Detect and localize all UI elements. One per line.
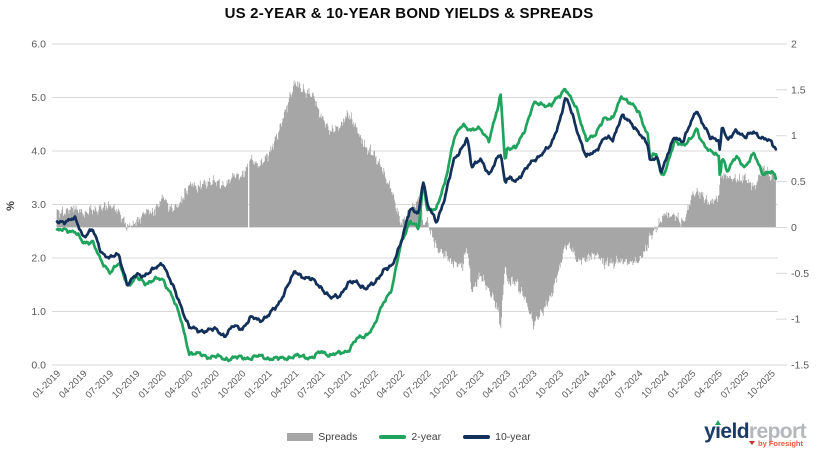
right-axis-tick-label: 2: [791, 39, 797, 51]
x-axis-tick-label: 01-2025: [666, 368, 698, 400]
x-axis-tick-label: 07-2021: [295, 368, 327, 400]
x-axis-tick-label: 07-2020: [189, 368, 221, 400]
x-axis-tick-label: 01-2019: [31, 368, 63, 400]
x-axis-tick-label: 01-2021: [242, 368, 274, 400]
x-axis-tick-label: 01-2020: [137, 368, 169, 400]
x-axis-tick-label: 10-2019: [110, 368, 142, 400]
x-axis-tick-label: 07-2022: [401, 368, 433, 400]
left-axis-tick-label: 4.0: [31, 146, 46, 158]
down-arrow-icon: [748, 441, 755, 446]
spreads-bars: [56, 80, 776, 330]
chart-title: US 2-YEAR & 10-YEAR BOND YIELDS & SPREAD…: [224, 5, 594, 22]
x-axis-tick-label: 04-2019: [57, 368, 89, 400]
x-axis-tick-label: 07-2024: [613, 368, 645, 400]
x-axis-tick-label: 04-2020: [163, 368, 195, 400]
x-axis-tick-label: 07-2019: [84, 368, 116, 400]
x-axis-tick-label: 07-2025: [719, 368, 751, 400]
x-axis-tick-label: 04-2025: [692, 368, 724, 400]
right-axis-tick-label: 0: [791, 222, 797, 234]
line-10-year: [55, 97, 778, 339]
logo-tagline: by Foresight: [704, 439, 806, 448]
x-axis-tick-label: 10-2022: [428, 368, 460, 400]
left-axis-tick-label: 1.0: [31, 306, 46, 318]
left-axis-tick-label: 5.0: [31, 92, 46, 104]
right-axis-tick-label: -1: [791, 314, 800, 326]
x-axis-tick-label: 04-2023: [481, 368, 513, 400]
right-axis-tick-label: 1.5: [791, 84, 806, 96]
x-axis-tick-label: 07-2023: [507, 368, 539, 400]
right-axis-tick-label: 0.5: [791, 176, 806, 188]
right-axis-tick-label: -0.5: [791, 268, 809, 280]
line-2-year: [55, 87, 778, 363]
logo-word-report: report: [748, 419, 807, 443]
x-axis-tick-label: 10-2021: [322, 368, 354, 400]
x-axis-tick-label: 01-2024: [560, 368, 592, 400]
right-axis-tick-label: 1: [791, 130, 797, 142]
right-axis-tick-label: -1.5: [791, 360, 809, 372]
x-axis-tick-label: 04-2021: [269, 368, 301, 400]
x-axis-tick-label: 10-2025: [745, 368, 777, 400]
x-axis-tick-label: 10-2020: [216, 368, 248, 400]
y-axis-title: %: [5, 201, 17, 211]
up-arrow-icon: [714, 419, 721, 425]
left-axis-tick-label: 3.0: [31, 199, 46, 211]
logo-word-yield: yield: [704, 419, 750, 443]
yieldreport-logo: yield report by Foresight: [704, 419, 807, 448]
x-axis-tick-label: 01-2023: [454, 368, 486, 400]
x-axis-tick-label: 04-2024: [586, 368, 618, 400]
x-axis-tick-label: 10-2023: [534, 368, 566, 400]
x-axis-tick-label: 01-2022: [348, 368, 380, 400]
left-axis-tick-label: 0.0: [31, 360, 46, 372]
left-axis-tick-label: 2.0: [31, 253, 46, 265]
x-axis-tick-label: 04-2022: [375, 368, 407, 400]
x-axis-tick-label: 10-2024: [639, 368, 671, 400]
left-axis-tick-label: 6.0: [31, 39, 46, 51]
